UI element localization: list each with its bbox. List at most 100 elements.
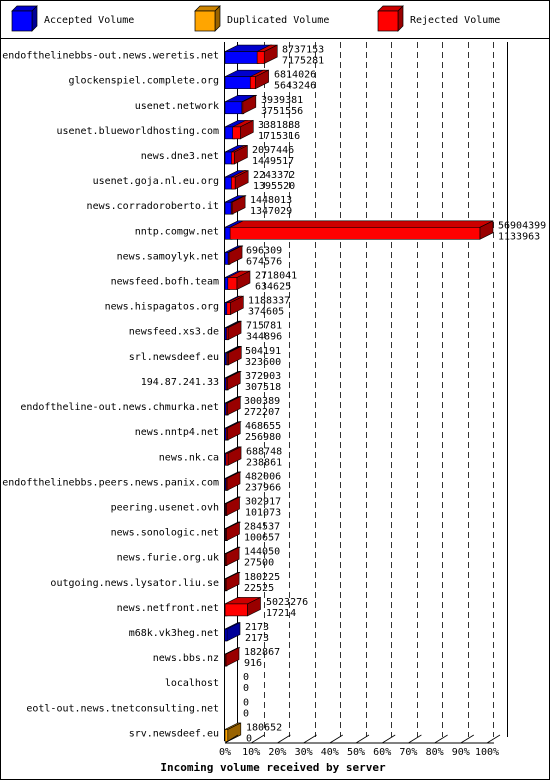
x-tick-0 bbox=[224, 734, 239, 744]
value-label-news-dne3-net-2: 1449517 bbox=[252, 156, 294, 167]
value-label-eotl-out-news-tnetconsulting-net-1: 0 bbox=[243, 697, 249, 708]
value-label-usenet-goja-nl-eu-org-1: 2243372 bbox=[253, 170, 295, 181]
value-label-nntp-comgw-net-1: 56904399 bbox=[498, 220, 546, 231]
category-label-srv-newsdeef-eu: srv.newsdeef.eu bbox=[129, 728, 219, 739]
x-tick-label-6: 60% bbox=[373, 747, 391, 758]
category-label-usenet-network: usenet.network bbox=[135, 101, 219, 112]
bar-m68k-vk3heg-net-accepted-volume bbox=[224, 628, 228, 642]
category-label-usenet-blueworldhosting-com: usenet.blueworldhosting.com bbox=[56, 126, 219, 137]
x-tick-label-4: 40% bbox=[321, 747, 339, 758]
bar-endofthelinebbs-out-news-weretis-net-rejected-volume-side bbox=[263, 44, 278, 65]
bar-newsfeed-xs3-de-rejected-volume-side bbox=[227, 320, 242, 341]
category-label-usenet-goja-nl-eu-org: usenet.goja.nl.eu.org bbox=[93, 176, 219, 187]
bar-194-87-241-33-rejected-volume-side bbox=[226, 370, 241, 391]
x-tick-1 bbox=[250, 734, 265, 744]
category-label-news-nk-ca: news.nk.ca bbox=[159, 452, 219, 463]
category-label-newsfeed-xs3-de: newsfeed.xs3.de bbox=[129, 327, 219, 338]
value-label-nntp-comgw-net-2: 1133963 bbox=[498, 231, 540, 242]
value-label-news-nk-ca-1: 688748 bbox=[246, 446, 282, 457]
value-label-news-nk-ca-2: 238861 bbox=[246, 457, 282, 468]
bar-newsfeed-bofh-team-rejected-volume bbox=[227, 277, 238, 290]
bar-m68k-vk3heg-net-accepted-volume-side bbox=[226, 622, 241, 642]
bar-usenet-network-accepted-volume bbox=[224, 101, 245, 115]
bar-peering-usenet-ovh-rejected-volume-side bbox=[226, 496, 240, 516]
x-tick-label-5: 50% bbox=[347, 747, 365, 758]
value-label-peering-usenet-ovh-2: 101073 bbox=[245, 507, 281, 518]
value-label-endofthelinebbs-peers-news-panix-com-2: 237966 bbox=[245, 482, 281, 493]
value-label-usenet-blueworldhosting-com-2: 1715316 bbox=[258, 131, 300, 142]
value-label-endofthelinebbs-out-news-weretis-net-2: 7175281 bbox=[282, 56, 324, 67]
category-label-nntp-comgw-net: nntp.comgw.net bbox=[135, 226, 219, 237]
bar-endofthelinebbs-out-news-weretis-net-accepted-volume bbox=[224, 51, 260, 64]
value-label-newsfeed-bofh-team-2: 634625 bbox=[255, 282, 291, 293]
x-tick-2 bbox=[277, 734, 291, 744]
category-label-news-sonologic-net: news.sonologic.net bbox=[111, 528, 219, 539]
value-label-news-netfront-net-2: 17214 bbox=[266, 608, 296, 619]
bar-news-hispagatos-org-rejected-volume-side bbox=[230, 295, 244, 316]
value-label-news-nntp4-net-1: 468655 bbox=[245, 421, 281, 432]
value-label-srv-newsdeef-eu-2: 0 bbox=[246, 733, 252, 744]
value-label-news-hispagatos-org-1: 1188337 bbox=[248, 296, 290, 307]
bar-newsfeed-bofh-team-rejected-volume-side bbox=[236, 270, 251, 291]
value-label-194-87-241-33-1: 372903 bbox=[245, 371, 281, 382]
bar-news-nntp4-net-rejected-volume-side bbox=[226, 421, 241, 441]
value-label-news-sonologic-net-1: 284537 bbox=[244, 522, 280, 533]
value-label-eotl-out-news-tnetconsulting-net-2: 0 bbox=[243, 708, 249, 719]
value-label-news-netfront-net-1: 5023276 bbox=[266, 597, 308, 608]
category-label-srl-newsdeef-eu: srl.newsdeef.eu bbox=[129, 352, 219, 363]
value-label-news-sonologic-net-2: 100657 bbox=[244, 533, 280, 544]
value-label-endoftheline-out-news-chmurka-net-2: 272207 bbox=[244, 407, 280, 418]
value-label-srl-newsdeef-eu-1: 504191 bbox=[245, 346, 281, 357]
value-label-news-samoylyk-net-1: 696309 bbox=[246, 245, 282, 256]
bar-usenet-blueworldhosting-com-rejected-volume bbox=[232, 126, 241, 140]
plot-area: endofthelinebbs-out.news.weretis.net 8737… bbox=[2, 42, 546, 744]
x-tick-8 bbox=[434, 734, 448, 744]
bar-srl-newsdeef-eu-rejected-volume-side bbox=[227, 345, 242, 366]
x-tick-label-9: 90% bbox=[452, 747, 470, 758]
bar-outgoing-news-lysator-liu-se-rejected-volume-side bbox=[225, 571, 240, 592]
x-tick-label-7: 70% bbox=[399, 747, 417, 758]
x-tick-6 bbox=[381, 734, 396, 744]
value-label-outgoing-news-lysator-liu-se-1: 180225 bbox=[244, 572, 280, 583]
x-tick-3 bbox=[303, 734, 317, 744]
bar-usenet-blueworldhosting-com-rejected-volume-side bbox=[240, 119, 254, 140]
category-label-peering-usenet-ovh: peering.usenet.ovh bbox=[111, 502, 219, 513]
bar-news-netfront-net-rejected-volume-side bbox=[247, 596, 261, 617]
bar-endofthelinebbs-peers-news-panix-com-rejected-volume-side bbox=[226, 471, 241, 491]
category-label-news-netfront-net: news.netfront.net bbox=[117, 603, 219, 614]
value-label-m68k-vk3heg-net-1: 2173 bbox=[245, 622, 269, 633]
category-label-endofthelinebbs-peers-news-panix-com: endofthelinebbs.peers.news.panix.com bbox=[2, 477, 219, 488]
value-label-news-nntp4-net-2: 256980 bbox=[245, 432, 281, 443]
value-label-peering-usenet-ovh-1: 302917 bbox=[245, 496, 281, 507]
category-label-newsfeed-bofh-team: newsfeed.bofh.team bbox=[111, 277, 219, 288]
value-label-endoftheline-out-news-chmurka-net-1: 300389 bbox=[244, 396, 280, 407]
category-label-m68k-vk3heg-net: m68k.vk3heg.net bbox=[129, 628, 219, 639]
bar-news-samoylyk-net-rejected-volume-side bbox=[228, 245, 243, 265]
bar-nntp-comgw-net-rejected-volume-side bbox=[479, 220, 494, 240]
value-label-glockenspiel-complete-org-1: 6814026 bbox=[274, 70, 316, 81]
bar-glockenspiel-complete-org-accepted-volume bbox=[224, 76, 253, 89]
value-label-news-samoylyk-net-2: 674576 bbox=[246, 256, 282, 267]
value-label-news-dne3-net-1: 2097446 bbox=[252, 145, 294, 156]
value-label-news-hispagatos-org-2: 374605 bbox=[248, 307, 284, 318]
bar-news-nk-ca-rejected-volume-side bbox=[227, 446, 242, 466]
value-label-usenet-network-1: 3939381 bbox=[261, 95, 303, 106]
bar-news-sonologic-net-rejected-volume-side bbox=[226, 521, 240, 542]
bar-srv-newsdeef-eu-duplicated-volume-side bbox=[227, 722, 242, 742]
x-tick-4 bbox=[329, 734, 344, 744]
bar-nntp-comgw-net-rejected-volume bbox=[229, 227, 481, 240]
x-tick-5 bbox=[355, 734, 370, 744]
bar-glockenspiel-complete-org-rejected-volume bbox=[249, 76, 256, 89]
value-label-localhost-1: 0 bbox=[243, 672, 249, 683]
bar-endofthelinebbs-out-news-weretis-net-rejected-volume bbox=[256, 51, 265, 64]
x-tick-label-2: 20% bbox=[268, 747, 286, 758]
value-label-news-corradoroberto-it-1: 1448013 bbox=[250, 195, 292, 206]
category-label-194-87-241-33: 194.87.241.33 bbox=[141, 377, 219, 388]
x-tick-label-1: 10% bbox=[242, 747, 260, 758]
value-label-srv-newsdeef-eu-1: 180652 bbox=[246, 722, 282, 733]
value-label-newsfeed-xs3-de-2: 344896 bbox=[246, 332, 282, 343]
bar-news-bbs-nz-rejected-volume-side bbox=[225, 647, 240, 667]
legend-label-accepted-volume: Accepted Volume bbox=[44, 15, 134, 26]
category-label-endoftheline-out-news-chmurka-net: endoftheline-out.news.chmurka.net bbox=[20, 402, 219, 413]
